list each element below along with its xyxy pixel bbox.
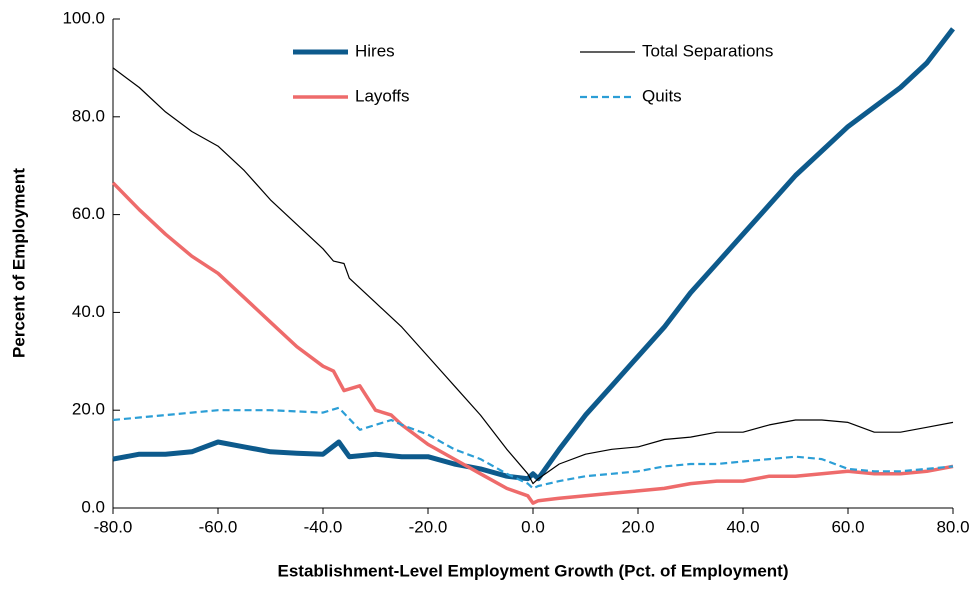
- x-axis-title: Establishment-Level Employment Growth (P…: [277, 561, 788, 580]
- x-tick-label: 20.0: [621, 517, 654, 536]
- legend-label: Quits: [642, 86, 682, 105]
- x-tick-label: -60.0: [199, 517, 238, 536]
- x-tick-label: 40.0: [726, 517, 759, 536]
- y-tick-label: 20.0: [72, 400, 105, 419]
- y-tick-label: 40.0: [72, 302, 105, 321]
- legend-label: Total Separations: [642, 41, 773, 60]
- series-line: [112, 27, 955, 482]
- x-tick-label: 60.0: [831, 517, 864, 536]
- x-tick-label: -40.0: [304, 517, 343, 536]
- series-line: [112, 67, 954, 485]
- y-tick-label: 60.0: [72, 204, 105, 223]
- series-line: [112, 406, 954, 490]
- series-line: [111, 181, 954, 505]
- x-tick-label: 0.0: [521, 517, 545, 536]
- y-tick-label: 100.0: [62, 8, 105, 27]
- y-tick-label: 0.0: [81, 497, 105, 516]
- legend-label: Hires: [355, 41, 395, 60]
- y-tick-label: 80.0: [72, 106, 105, 125]
- x-tick-label: -20.0: [409, 517, 448, 536]
- x-tick-label: -80.0: [94, 517, 133, 536]
- x-tick-label: 80.0: [936, 517, 969, 536]
- y-axis-title: Percent of Employment: [9, 168, 28, 358]
- legend-label: Layoffs: [355, 86, 410, 105]
